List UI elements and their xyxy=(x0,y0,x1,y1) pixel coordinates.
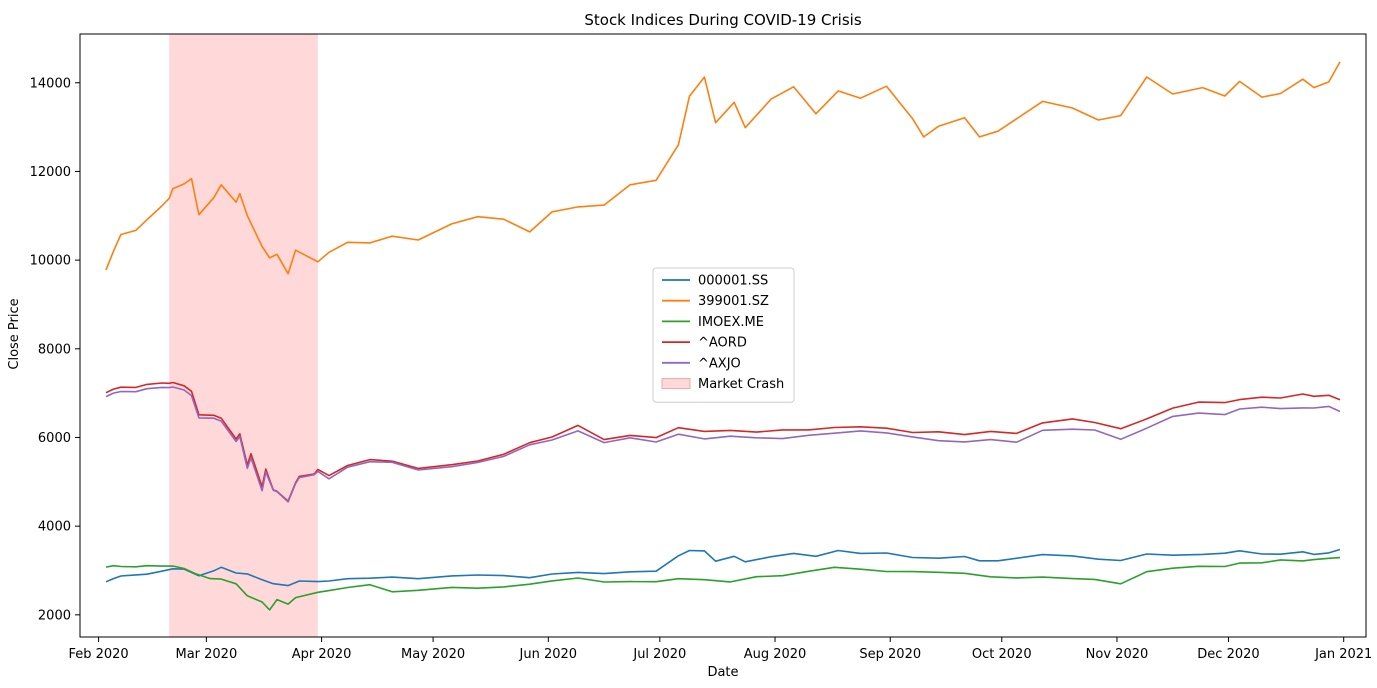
x-tick-label: Jan 2021 xyxy=(1314,647,1372,662)
y-axis-title: Close Price xyxy=(7,298,22,369)
x-tick-label: Jun 2020 xyxy=(519,647,578,662)
x-tick-label: Apr 2020 xyxy=(292,647,352,662)
y-tick-label: 6000 xyxy=(38,431,71,446)
plot-area xyxy=(105,34,1341,637)
series-line-axjo xyxy=(105,386,1341,503)
y-tick-label: 2000 xyxy=(38,608,71,623)
legend-label: ^AXJO xyxy=(698,356,741,371)
legend-label: Market Crash xyxy=(698,377,784,392)
x-tick-label: May 2020 xyxy=(401,647,465,662)
x-tick-label: Nov 2020 xyxy=(1086,647,1149,662)
y-tick-label: 14000 xyxy=(30,76,71,91)
legend-label: IMOEX.ME xyxy=(698,315,764,330)
x-tick-label: Jul 2020 xyxy=(632,647,686,662)
series-line-imoexme xyxy=(105,556,1341,611)
x-tick-label: Feb 2020 xyxy=(68,647,128,662)
series-line-aord xyxy=(105,381,1341,502)
x-axis-title: Date xyxy=(707,665,738,680)
legend-swatch xyxy=(661,378,691,389)
y-tick-label: 4000 xyxy=(38,520,71,535)
x-tick-label: Aug 2020 xyxy=(744,647,807,662)
x-tick-label: Sep 2020 xyxy=(859,647,921,662)
y-tick-label: 10000 xyxy=(30,254,71,269)
legend: 000001.SS 399001.SZ IMOEX.ME ^AORD ^AXJO Mark… xyxy=(652,267,795,403)
x-tick-label: Oct 2020 xyxy=(972,647,1032,662)
axes: 2000 4000 6000 8000 10000 12000 14000 Feb 2020 M… xyxy=(30,33,1372,662)
x-tick-label: Dec 2020 xyxy=(1197,647,1259,662)
plot-frame xyxy=(79,33,1367,638)
legend-label: ^AORD xyxy=(698,336,747,351)
y-tick-label: 8000 xyxy=(38,342,71,357)
series-line-399001sz xyxy=(105,61,1341,275)
legend-label: 399001.SZ xyxy=(698,294,769,309)
chart-title: Stock Indices During COVID-19 Crisis xyxy=(584,11,861,29)
market-crash-region xyxy=(169,34,318,637)
legend-label: 000001.SS xyxy=(698,274,768,289)
series-line-000001ss xyxy=(105,548,1341,587)
x-tick-label: Mar 2020 xyxy=(175,647,237,662)
y-tick-label: 12000 xyxy=(30,165,71,180)
